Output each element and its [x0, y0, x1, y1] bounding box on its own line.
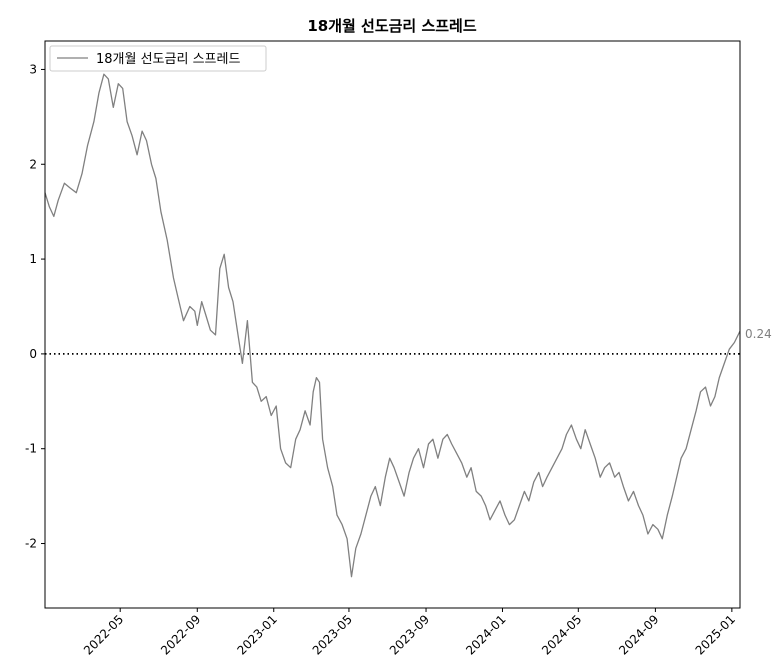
axes-frame — [44, 40, 741, 609]
plot-area — [44, 73, 741, 578]
legend-entry-label: 18개월 선도금리 스프레드 — [96, 52, 240, 67]
chart-title: 18개월 선도금리 스프레드 — [307, 17, 477, 35]
legend: 18개월 선도금리 스프레드 — [49, 45, 267, 72]
y-tick-label: 3 — [29, 62, 37, 76]
y-tick-label: 0 — [29, 347, 37, 361]
series-line-0 — [44, 73, 741, 578]
end-value-label: 0.24 — [745, 327, 772, 341]
y-tick-label: -2 — [25, 537, 37, 551]
legend-box — [49, 45, 267, 72]
y-tick-label: -1 — [25, 442, 37, 456]
y-tick-label: 2 — [29, 157, 37, 171]
y-tick-label: 1 — [29, 252, 37, 266]
